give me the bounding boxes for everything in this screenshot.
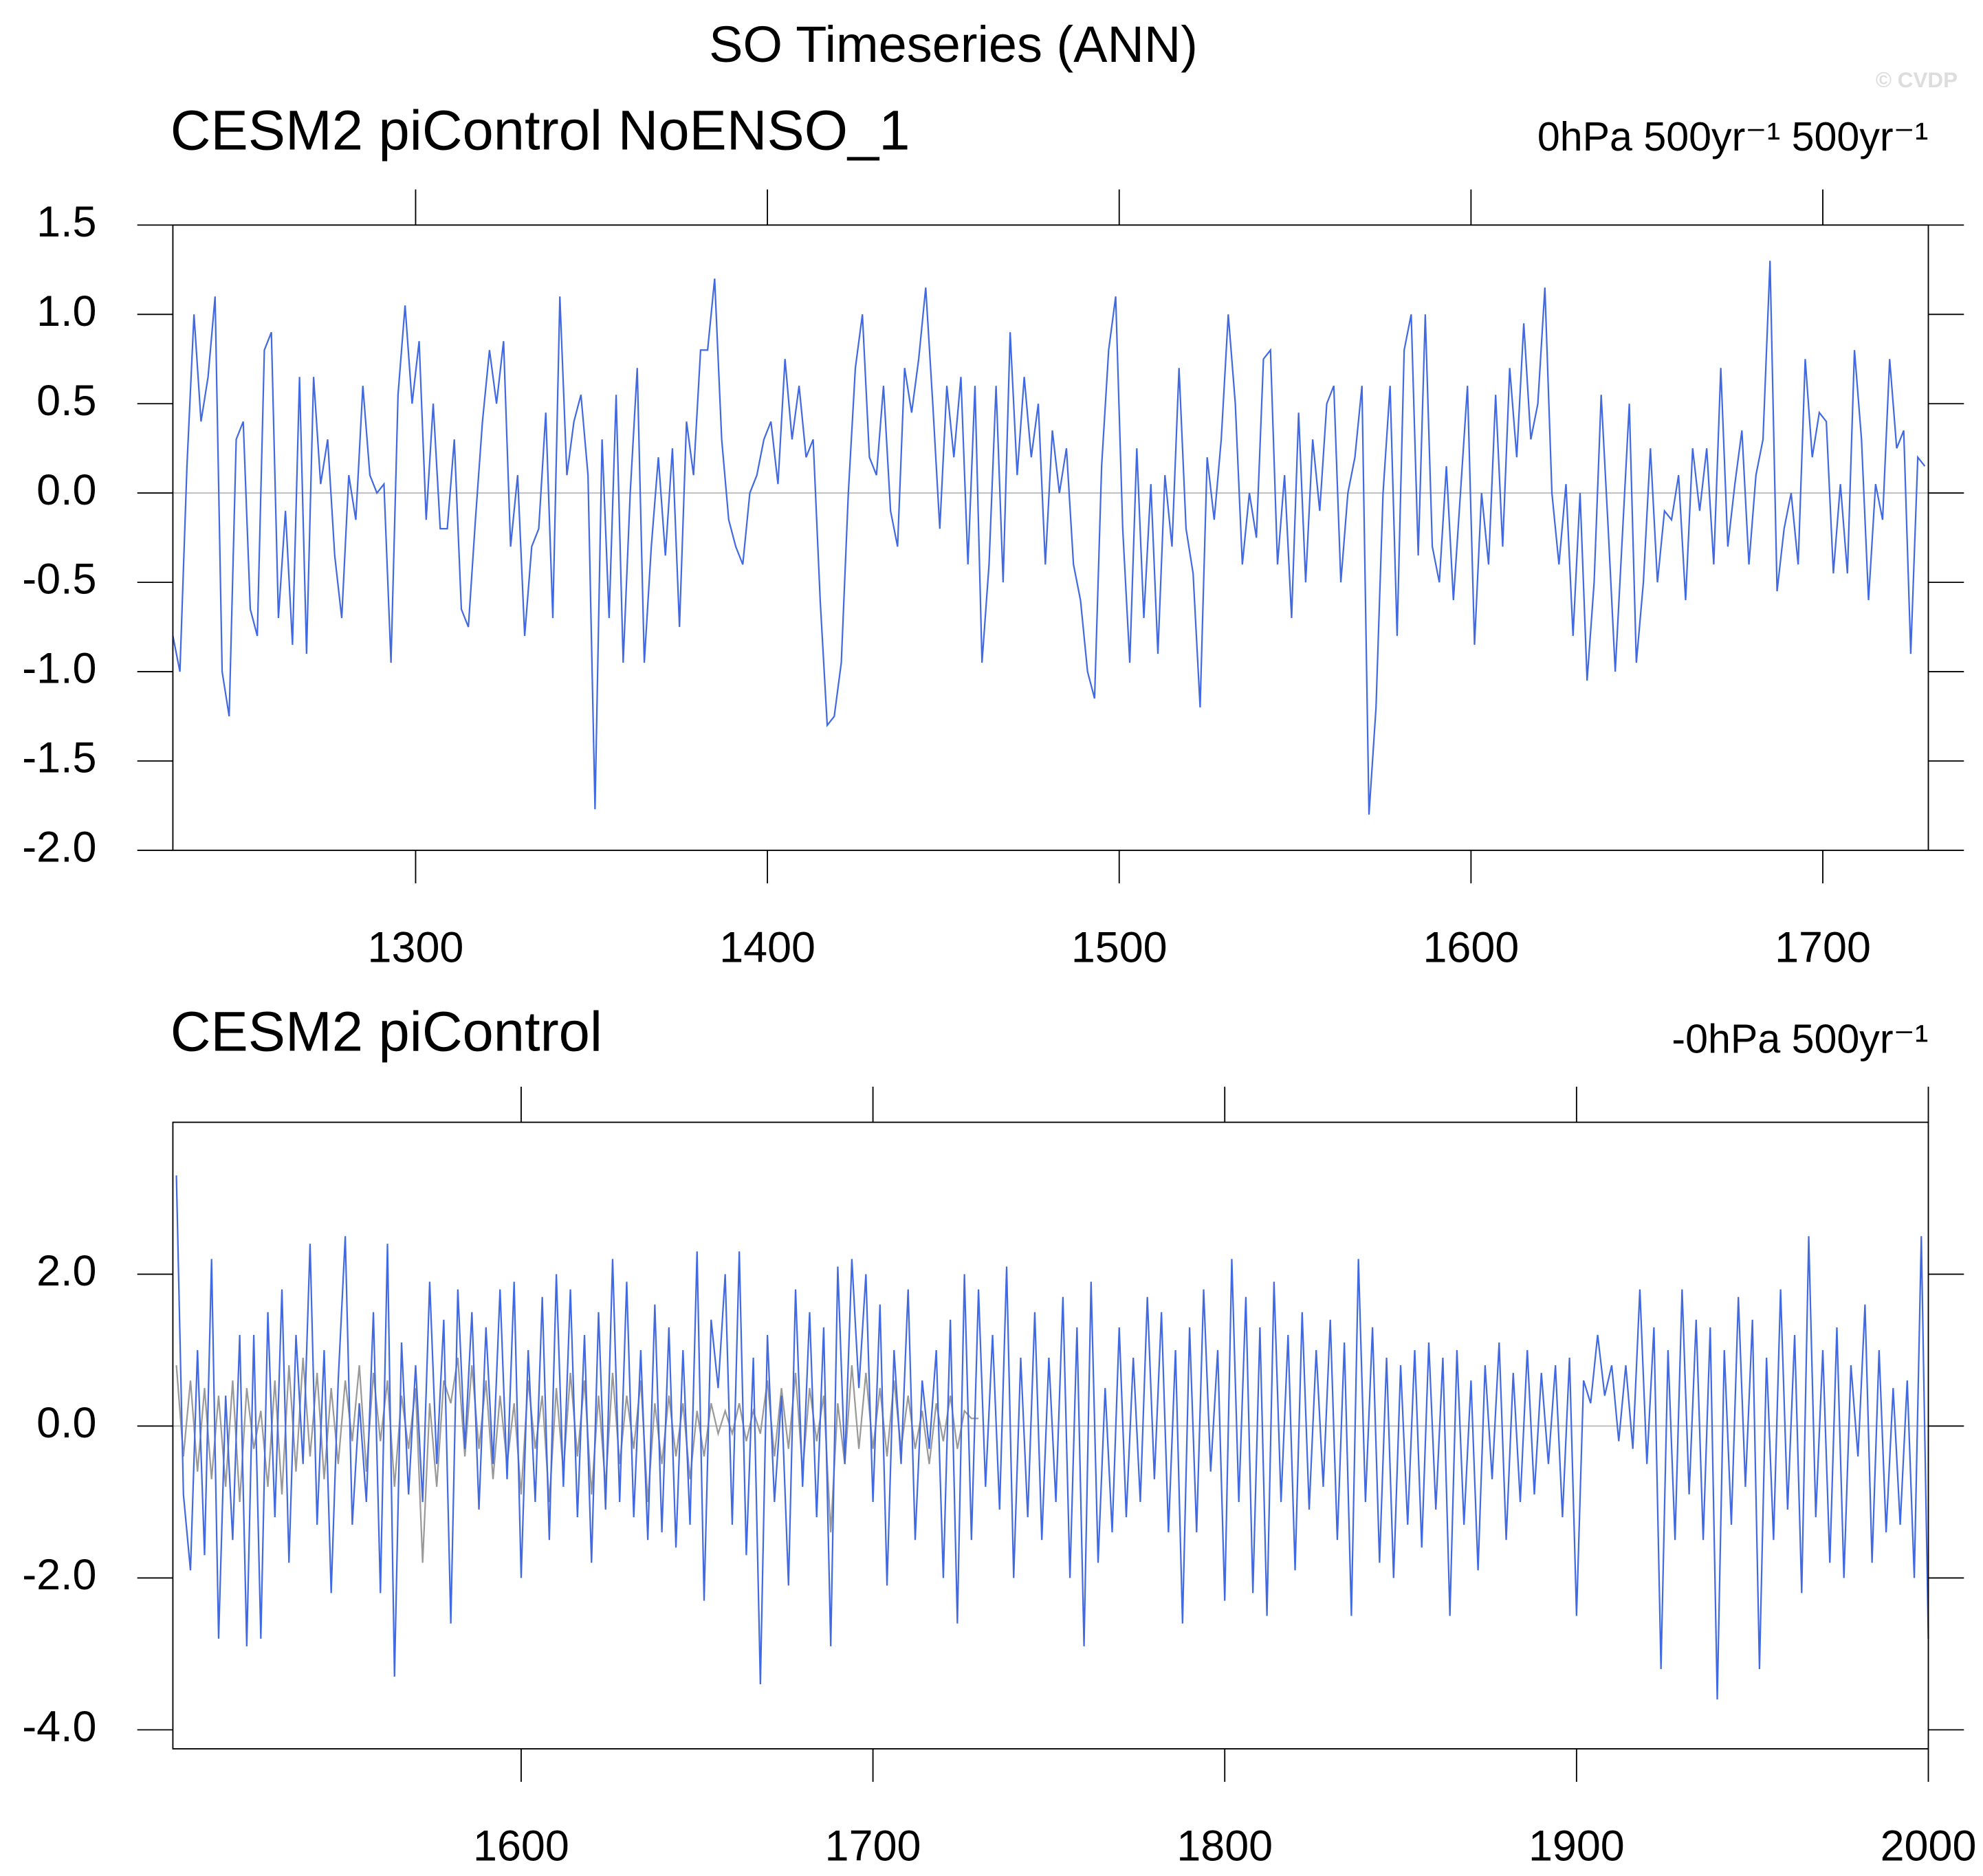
y-tick-label: -0.5 xyxy=(22,555,96,604)
x-tick-label: 1400 xyxy=(719,924,815,972)
figure-title: SO Timeseries (ANN) xyxy=(709,16,1198,73)
y-tick-label: 0.0 xyxy=(36,466,96,514)
y-tick-label: 0.0 xyxy=(36,1399,96,1447)
y-tick-label: 2.0 xyxy=(36,1247,96,1295)
series-line xyxy=(175,1357,979,1563)
x-tick-label: 1300 xyxy=(368,924,464,972)
y-tick-label: -4.0 xyxy=(22,1703,96,1751)
chart-subtitle: 0hPa 500yr⁻¹ 500yr⁻¹ xyxy=(1537,113,1929,159)
chart-subtitle: -0hPa 500yr⁻¹ xyxy=(1672,1016,1928,1062)
y-tick-label: 0.5 xyxy=(36,377,96,425)
y-tick-label: 1.0 xyxy=(36,287,96,335)
x-tick-label: 1600 xyxy=(473,1822,569,1871)
series-line xyxy=(175,1175,1929,1700)
chart-title: CESM2 piControl NoENSO_1 xyxy=(171,100,910,162)
credit: © CVDP xyxy=(1876,68,1958,92)
plot-frame xyxy=(172,1121,1929,1750)
x-tick-label: 1900 xyxy=(1529,1822,1625,1871)
y-tick-label: -2.0 xyxy=(22,1551,96,1599)
x-tick-label: 1500 xyxy=(1071,924,1168,972)
y-tick-label: 1.5 xyxy=(36,198,96,246)
x-tick-label: 1600 xyxy=(1423,924,1519,972)
y-tick-label: -2.0 xyxy=(22,824,96,872)
x-tick-label: 1800 xyxy=(1176,1822,1273,1871)
y-tick-label: -1.5 xyxy=(22,734,96,782)
x-tick-label: 1700 xyxy=(1775,924,1871,972)
x-tick-label: 1700 xyxy=(825,1822,921,1871)
y-tick-label: -1.0 xyxy=(22,645,96,693)
chart-title: CESM2 piControl xyxy=(171,1000,602,1063)
x-tick-label: 2000 xyxy=(1881,1822,1977,1871)
plot-frame xyxy=(172,224,1929,851)
series-line xyxy=(172,261,1926,815)
